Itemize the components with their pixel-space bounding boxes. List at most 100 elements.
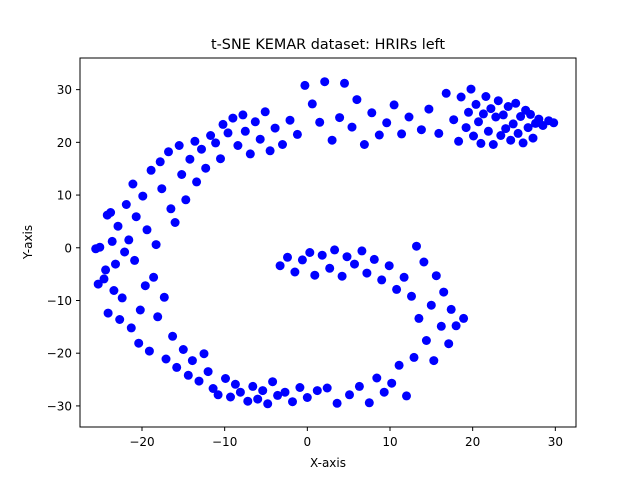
data-point [159, 292, 169, 302]
data-point [280, 387, 290, 397]
data-point [268, 377, 278, 387]
data-point [248, 381, 258, 391]
data-point [211, 138, 221, 148]
data-point [192, 177, 202, 187]
data-point [518, 138, 528, 148]
data-point [149, 272, 159, 282]
data-point [199, 349, 209, 359]
data-point [377, 275, 387, 285]
data-point [345, 390, 354, 400]
data-point [307, 99, 317, 109]
data-point [124, 235, 134, 245]
data-point [187, 356, 197, 366]
data-point [496, 131, 506, 140]
data-point [238, 110, 248, 120]
data-point [270, 123, 280, 133]
data-point [144, 346, 154, 356]
data-point [120, 247, 130, 257]
data-point [357, 246, 367, 256]
y-tick-label: −20 [47, 347, 72, 361]
data-point [362, 268, 372, 278]
data-point [230, 379, 240, 389]
data-point [99, 274, 109, 284]
data-point [263, 399, 273, 409]
data-point [134, 338, 144, 348]
data-point [106, 208, 116, 217]
data-point [340, 78, 349, 88]
data-point [374, 130, 384, 140]
data-point [426, 300, 436, 310]
data-point [260, 107, 270, 117]
data-point [174, 141, 184, 150]
data-point [288, 397, 297, 407]
data-point [436, 321, 446, 331]
data-point [300, 80, 310, 90]
data-point [113, 221, 123, 231]
data-point [208, 384, 218, 393]
data-point [194, 376, 204, 386]
data-point [223, 128, 233, 138]
data-point [506, 135, 516, 145]
data-point [151, 240, 161, 250]
data-point [95, 242, 105, 252]
data-point [516, 112, 526, 121]
data-point [498, 110, 508, 120]
data-point [111, 259, 120, 269]
data-point [226, 392, 235, 402]
data-point [235, 387, 245, 397]
data-point [255, 134, 265, 144]
data-point [253, 394, 263, 404]
data-point [476, 138, 486, 148]
data-point [451, 321, 461, 331]
data-point [315, 117, 325, 127]
data-point [382, 118, 392, 128]
data-point [342, 252, 352, 262]
data-point [213, 390, 223, 400]
data-point [310, 270, 320, 280]
data-point [243, 396, 253, 406]
x-tick-label: 0 [304, 435, 312, 449]
y-tick-label: −30 [47, 399, 72, 413]
data-point [117, 293, 127, 303]
data-point [389, 100, 399, 110]
data-point [93, 279, 103, 289]
data-point [332, 398, 342, 408]
data-point [218, 119, 228, 129]
x-tick-label: −10 [212, 435, 237, 449]
data-point [295, 383, 305, 392]
x-axis: −20 −10 0 10 20 30 [129, 427, 563, 449]
data-point [178, 345, 188, 354]
data-point [464, 107, 473, 117]
data-point [526, 109, 535, 119]
data-point [481, 92, 491, 101]
data-point [128, 179, 138, 189]
data-point [429, 356, 439, 366]
data-point [471, 99, 481, 109]
data-point [399, 272, 409, 282]
data-point [201, 163, 211, 173]
data-point [275, 261, 285, 271]
data-point [177, 170, 187, 179]
data-point [474, 117, 483, 127]
data-point [206, 131, 216, 140]
data-point [384, 261, 394, 271]
data-point [107, 236, 117, 246]
data-point [185, 154, 195, 164]
data-point [157, 184, 167, 194]
data-point [140, 281, 150, 291]
data-point [387, 378, 397, 388]
chart-title: t-SNE KEMAR dataset: HRIRs left [211, 37, 445, 53]
data-point [302, 393, 312, 402]
data-point [379, 387, 389, 397]
data-point [503, 102, 513, 111]
data-point [153, 312, 163, 322]
x-tick-label: 30 [548, 435, 563, 449]
data-point [439, 287, 449, 297]
y-axis: −30 −20 −10 0 10 20 30 [47, 83, 80, 413]
data-point [456, 92, 466, 102]
data-point [101, 265, 111, 275]
data-point [414, 313, 424, 323]
data-point [409, 352, 419, 362]
data-point [265, 146, 275, 156]
